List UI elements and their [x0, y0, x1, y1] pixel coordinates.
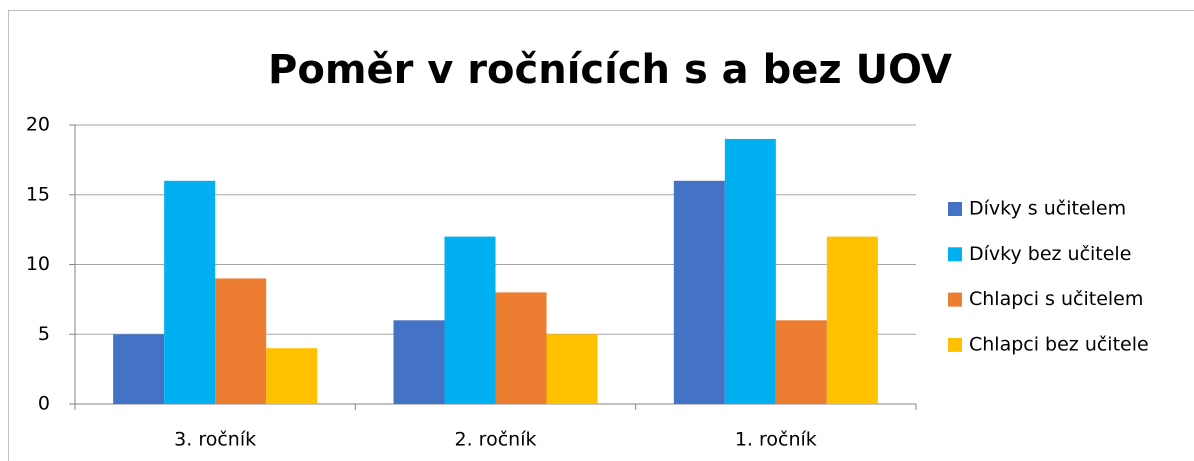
bar: [495, 292, 547, 404]
legend-swatch: [948, 202, 962, 216]
chart-border: [8, 10, 1194, 461]
bar: [164, 180, 216, 404]
legend-label: Dívky s učitelem: [969, 198, 1126, 220]
bar: [113, 334, 165, 404]
legend-label: Dívky bez učitele: [969, 243, 1131, 265]
bar: [724, 138, 776, 404]
bar: [673, 180, 725, 404]
bar: [826, 236, 878, 404]
y-tick-label: 20: [26, 114, 50, 136]
legend-swatch: [948, 247, 962, 262]
y-tick-label: 15: [26, 183, 50, 205]
bar: [266, 348, 318, 404]
y-tick-label: 10: [26, 253, 50, 275]
bar: [546, 334, 598, 404]
x-tick-label: 2. ročník: [455, 429, 537, 451]
bar: [393, 320, 445, 404]
chart-title: Poměr v ročnících s a bez UOV: [268, 47, 952, 93]
legend-label: Chlapci s učitelem: [969, 288, 1143, 310]
x-tick-label: 3. ročník: [174, 429, 256, 451]
bar: [215, 278, 267, 404]
bar: [775, 320, 827, 404]
bar: [444, 236, 496, 404]
y-tick-label: 5: [38, 323, 50, 345]
y-tick-label: 0: [38, 393, 50, 415]
legend-swatch: [948, 292, 962, 307]
legend-label: Chlapci bez učitele: [969, 333, 1149, 355]
legend-swatch: [948, 337, 962, 352]
x-tick-label: 1. ročník: [735, 429, 817, 451]
